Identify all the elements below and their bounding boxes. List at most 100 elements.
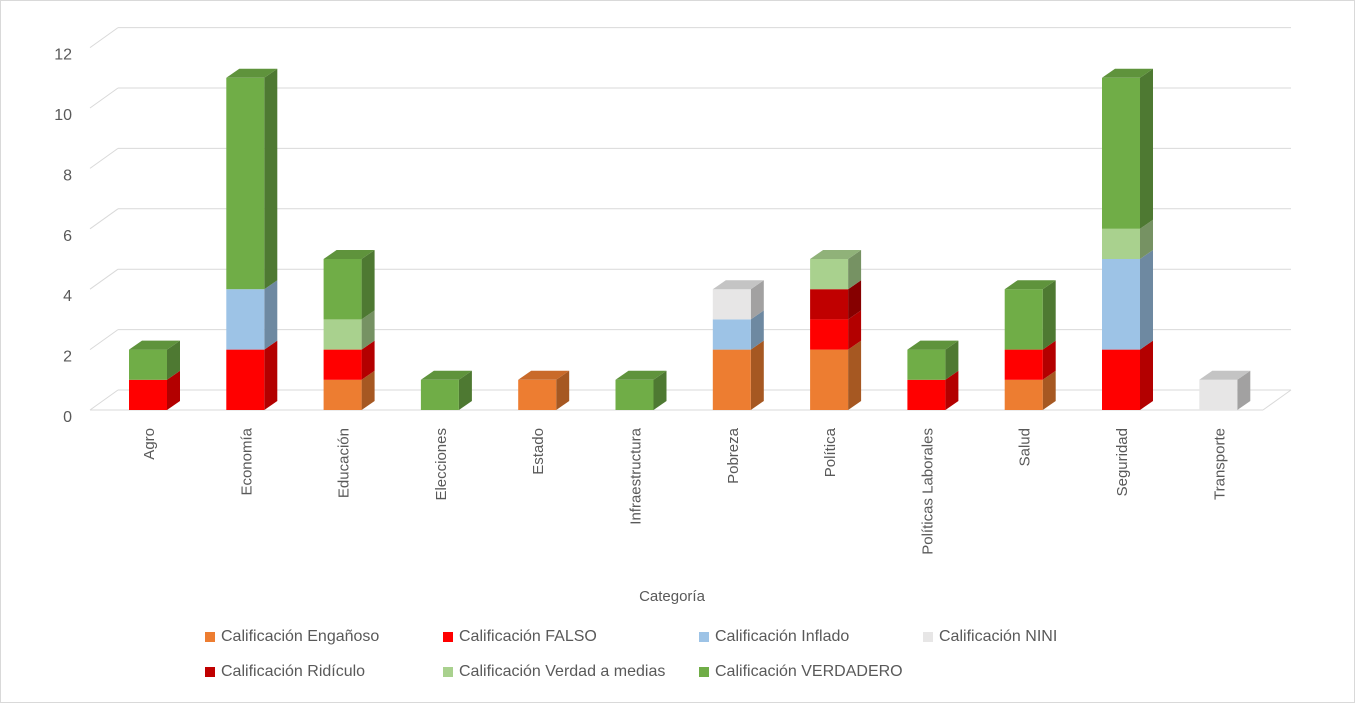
y-axis-ticks: 0 2 4 6 8 10 12 [54,47,72,426]
y-tick-label: 8 [63,167,72,184]
bar-side [556,370,570,410]
bar-side [1237,370,1251,410]
legend-swatch [699,667,709,677]
bar-top [323,250,375,259]
legend-item: Calificación Inflado [699,628,923,646]
bar-segment [518,370,570,410]
bar-side [1140,340,1153,410]
bar-side [848,310,862,350]
bar-side [1140,219,1153,259]
bar-front [712,349,751,410]
legend-label: Calificación Inflado [715,628,850,645]
legend-item: Calificación FALSO [443,628,699,646]
gridlines [89,27,1292,411]
bar-top [615,370,667,380]
bar-front [1199,379,1238,410]
bar-side [653,370,667,410]
bar-segment [226,280,278,350]
bar-front [226,77,265,290]
bar-top [420,370,472,380]
x-tick-label: Pobreza [725,427,742,484]
bar-front [1004,379,1043,410]
bar-side [458,370,472,410]
x-tick-label: Educación [336,428,353,498]
x-tick-label: Elecciones [433,428,450,501]
legend-swatch [205,632,215,642]
bar-side [945,370,959,410]
bar-segment [810,280,862,320]
bar-top [129,340,180,350]
bar-side [361,340,375,380]
legend-item: Calificación VERDADERO [699,663,903,681]
gridline-diagonal [89,268,119,290]
gridline-diagonal [89,329,119,351]
bar-front [129,349,167,380]
bar-segment [810,250,862,290]
x-tick-label: Economía [238,427,255,495]
bar-front [420,379,459,410]
legend-swatch [443,667,453,677]
bar-side [1140,250,1153,350]
bar-segment [712,340,764,410]
x-tick-label: Agro [141,428,158,460]
legend-swatch [699,632,709,642]
bar-side [750,340,764,410]
legend-row: Calificación Engañoso Calificación FALSO C… [205,628,1057,646]
bar-front [712,289,751,320]
bar-segment [323,310,375,350]
bar-segment [226,340,278,410]
bar-segment [907,370,959,410]
bar-front [810,349,849,410]
bar-front [323,319,362,350]
y-tick-label: 4 [63,288,72,305]
bar-front [518,379,557,410]
bar-top [518,370,570,380]
y-tick-label: 6 [63,228,72,245]
bar-segment [1102,219,1153,259]
bar-side [945,340,959,380]
bar-segment [1102,250,1153,350]
bar-side [1042,370,1056,410]
bar-front [323,349,362,380]
bar-front [323,379,362,410]
y-tick-label: 10 [54,107,72,124]
bar-front [907,349,946,380]
bar-front [1004,289,1043,350]
legend-label: Calificación FALSO [459,628,597,645]
bar-front [615,379,654,410]
legend-label: Calificación Verdad a medias [459,663,666,680]
bar-segment [810,340,862,410]
bar-front [323,259,362,320]
bar-segment [129,370,180,410]
gridline-diagonal [89,87,119,109]
x-axis-title: Categoría [639,588,706,605]
bar-segment [1102,68,1153,229]
bar-top [810,250,862,259]
bar-segment [226,68,278,290]
bar-side [264,340,278,410]
bar-side [750,310,764,350]
legend-swatch [205,667,215,677]
bar-side [1042,280,1056,350]
bar-front [1102,259,1140,350]
bar-side [750,280,764,320]
gridline-diagonal [89,208,119,230]
bar-segment [1004,340,1056,380]
bar-front [1102,228,1140,259]
bar-top [712,280,764,290]
bar-front [1004,349,1043,380]
bar-side [848,250,862,290]
bar-top [1199,370,1251,380]
bar-side [361,370,375,410]
bar-front [810,319,849,350]
bar-front [712,319,751,350]
bars [129,68,1251,410]
x-tick-label: Estado [530,428,547,475]
bar-segment [1004,280,1056,350]
bar-front [226,349,265,410]
bar-side [167,370,180,410]
bar-front [810,259,849,290]
bar-segment [323,250,375,320]
bar-top [1102,68,1153,78]
bar-front [810,289,849,320]
